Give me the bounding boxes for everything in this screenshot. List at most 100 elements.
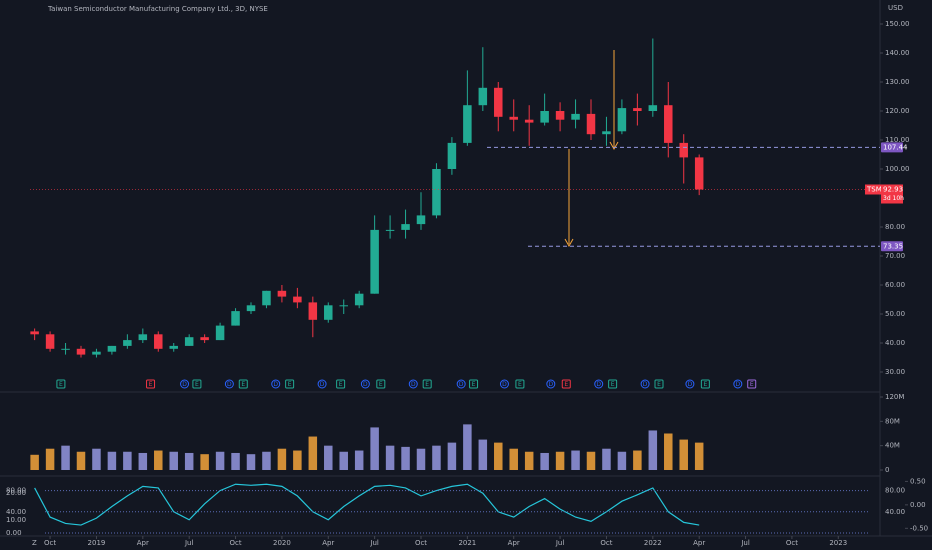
earnings-marker (336, 379, 346, 389)
x-tick-label: Oct (600, 539, 612, 547)
volume-bar (308, 436, 318, 470)
dividend-marker (546, 379, 556, 389)
volume-bar (617, 451, 627, 470)
candle-body (617, 108, 627, 132)
candle-body (293, 296, 302, 303)
volume-bar (463, 424, 472, 470)
event-label: D (596, 381, 601, 388)
x-tick-label: Jul (555, 539, 565, 547)
candle-body (633, 108, 642, 111)
earnings-marker (285, 379, 295, 389)
volume-bar (432, 445, 441, 470)
volume-bar (401, 446, 410, 470)
candle-body (123, 340, 132, 346)
y-tick-label: 0.00 (6, 529, 22, 537)
dividend-marker (317, 379, 327, 389)
dividend-marker (499, 379, 509, 389)
symbol-tag (865, 184, 881, 195)
y-tick-label: 150.00 (885, 20, 910, 28)
event-label: D (459, 381, 464, 388)
candle-body (277, 290, 287, 297)
candle-body (524, 119, 534, 123)
volume-bar (92, 448, 101, 470)
volume-bar (571, 450, 580, 470)
symbol-tag-label: TSM (866, 186, 882, 194)
dividend-marker (456, 379, 466, 389)
candle-body (324, 305, 333, 320)
earnings-marker (376, 379, 386, 389)
dividend-marker (408, 379, 418, 389)
candle-body (308, 302, 318, 320)
event-label: D (320, 381, 325, 388)
dividend-marker (224, 379, 234, 389)
x-tick-label: 2022 (644, 539, 662, 547)
candle-body (246, 305, 256, 312)
y3-tick-label: 0.50 (910, 477, 926, 485)
x-tick-label: 2019 (88, 539, 106, 547)
y2-tick-label: 10.00 (6, 516, 26, 524)
volume-bar (555, 451, 565, 470)
earnings-marker (561, 379, 571, 389)
candle-body (555, 111, 565, 120)
dividend-marker (733, 379, 743, 389)
candle-body (262, 290, 271, 306)
y-tick-label: 40.00 (885, 508, 905, 516)
x-tick-label: Oct (44, 539, 56, 547)
y-tick-label: 70.00 (885, 252, 905, 260)
candle-body (169, 345, 178, 349)
dividend-marker (640, 379, 650, 389)
volume-bar (509, 448, 518, 470)
volume-bar (648, 430, 658, 470)
earnings-marker (469, 379, 479, 389)
event-label: D (502, 381, 507, 388)
event-label: E (611, 381, 615, 388)
volume-bar (370, 427, 379, 470)
candle-body (354, 293, 364, 306)
candle-body (138, 334, 148, 341)
earnings-marker (608, 379, 618, 389)
x-tick-label: 2023 (829, 539, 847, 547)
y-tick-label: 40M (885, 442, 900, 450)
candle-body (540, 111, 549, 123)
x-tick-label: Apr (508, 539, 520, 547)
volume-bar (586, 451, 596, 470)
currency-label: USD (888, 4, 903, 12)
candle-body (478, 87, 488, 106)
event-label: E (564, 381, 568, 388)
volume-bar (246, 454, 256, 470)
candle-body (385, 229, 395, 231)
x-tick-label: 2020 (273, 539, 291, 547)
event-label: E (379, 381, 383, 388)
candle-body (92, 351, 101, 355)
volume-bar (524, 451, 534, 470)
volume-bar (123, 451, 132, 470)
volume-bar (30, 454, 39, 470)
event-label: D (549, 381, 554, 388)
candle-body (648, 105, 658, 111)
zoom-button[interactable]: Z (32, 539, 37, 547)
y-tick-label: 80.00 (885, 223, 905, 231)
event-label: E (339, 381, 343, 388)
earnings-marker (146, 379, 156, 389)
x-tick-label: Apr (693, 539, 705, 547)
volume-bar (154, 450, 163, 470)
earnings-marker (700, 379, 710, 389)
volume-bar (107, 451, 117, 470)
dividend-marker (594, 379, 604, 389)
dividend-marker (685, 379, 695, 389)
earnings-marker (654, 379, 664, 389)
volume-bar (679, 439, 688, 470)
volume-bar (385, 445, 395, 470)
volume-bar (633, 450, 642, 470)
event-label: E (472, 381, 476, 388)
y-tick-label: 80.00 (885, 487, 905, 495)
y-tick-label: 140.00 (885, 49, 910, 57)
earnings-marker (192, 379, 202, 389)
event-label: E (657, 381, 661, 388)
y-tick-label: 40.00 (885, 339, 905, 347)
candle-body (586, 113, 596, 135)
volume-bar (416, 448, 426, 470)
candle-body (401, 224, 410, 230)
event-label: D (273, 381, 278, 388)
earnings-marker (56, 379, 66, 389)
